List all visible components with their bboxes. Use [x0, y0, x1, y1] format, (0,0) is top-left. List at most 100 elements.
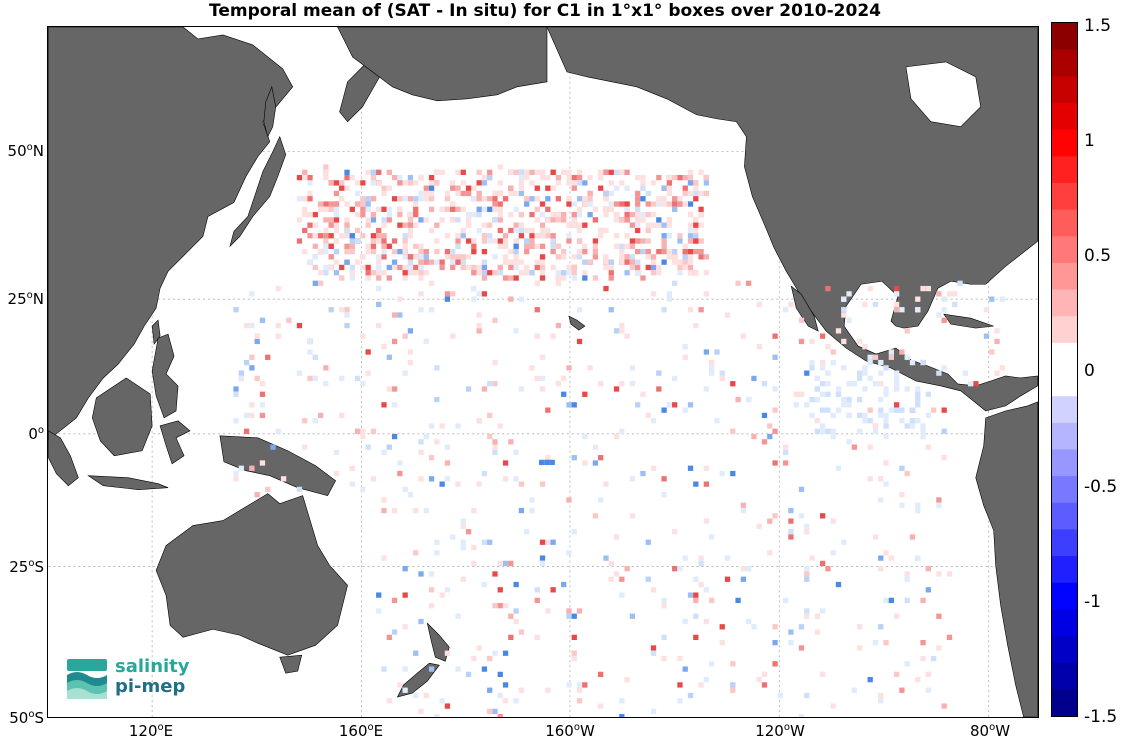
data-cell	[582, 391, 588, 397]
data-cell	[746, 280, 752, 286]
data-cell	[349, 174, 355, 181]
data-cell	[376, 275, 382, 281]
data-cell	[545, 455, 551, 461]
data-cell	[418, 439, 424, 445]
data-cell	[571, 650, 577, 656]
data-cell	[492, 190, 498, 197]
data-cell	[872, 534, 879, 540]
data-cell	[682, 201, 688, 207]
land-sulawesi	[159, 420, 191, 465]
data-cell	[296, 174, 303, 181]
data-cell	[645, 254, 651, 260]
data-cell	[888, 597, 894, 604]
data-cell	[677, 655, 683, 662]
data-cell	[703, 677, 710, 683]
data-cell	[666, 402, 673, 408]
data-cell	[391, 386, 398, 392]
data-cell	[682, 174, 688, 181]
data-cell	[518, 296, 525, 302]
data-cell	[878, 370, 884, 376]
data-cell	[629, 222, 636, 228]
data-cell	[391, 238, 398, 244]
data-cell	[365, 370, 371, 376]
data-cell	[439, 259, 445, 265]
data-cell	[476, 169, 482, 175]
data-cell	[830, 518, 836, 524]
data-cell	[851, 444, 857, 450]
data-cell	[555, 275, 562, 281]
data-cell	[497, 714, 503, 717]
data-cell	[582, 682, 588, 688]
data-cell	[672, 529, 678, 535]
data-cell	[354, 428, 361, 434]
data-cell	[423, 190, 429, 197]
data-cell	[724, 555, 731, 561]
data-cell	[635, 206, 641, 212]
data-cell	[798, 391, 805, 397]
data-cell	[576, 222, 583, 228]
data-cell	[370, 196, 377, 202]
data-cell	[598, 174, 604, 181]
data-cell	[767, 433, 773, 440]
data-cell	[487, 708, 493, 715]
colorbar-bin	[1052, 289, 1077, 317]
data-cell	[497, 560, 503, 567]
data-cell	[619, 698, 625, 704]
data-cell	[661, 476, 667, 482]
data-cell	[672, 566, 678, 572]
data-cell	[323, 201, 329, 207]
data-cell	[650, 465, 657, 471]
data-cell	[487, 412, 493, 419]
data-cell	[640, 174, 646, 181]
data-cell	[650, 264, 657, 271]
data-cell	[703, 618, 710, 625]
data-cell	[783, 597, 789, 604]
data-cell	[666, 248, 673, 255]
data-cell	[481, 581, 488, 588]
data-cell	[730, 381, 736, 387]
data-cell	[513, 169, 519, 175]
data-cell	[407, 359, 414, 366]
colorbar-tick-label: 0	[1084, 361, 1095, 381]
data-cell	[302, 206, 308, 212]
data-cell	[428, 190, 435, 197]
data-cell	[360, 486, 366, 493]
data-cell	[566, 497, 572, 503]
data-cell	[302, 227, 308, 234]
data-cell	[397, 222, 403, 228]
data-cell	[703, 180, 710, 186]
data-cell	[878, 624, 884, 630]
data-cell	[883, 391, 889, 397]
data-cell	[613, 386, 620, 392]
data-cell	[925, 671, 931, 678]
data-cell	[423, 259, 429, 265]
data-cell	[856, 396, 863, 403]
data-cell	[645, 227, 651, 234]
data-cell	[513, 264, 519, 271]
data-cell	[561, 211, 567, 218]
data-cell	[492, 317, 498, 323]
data-cell	[460, 518, 466, 524]
lon-label-160w: 160oW	[545, 722, 595, 740]
data-cell	[302, 169, 308, 175]
data-cell	[428, 455, 435, 461]
data-cell	[687, 592, 694, 598]
data-cell	[259, 412, 266, 419]
data-cell	[693, 592, 699, 598]
data-cell	[703, 349, 710, 355]
data-cell	[761, 671, 768, 678]
data-cell	[360, 428, 366, 434]
data-cell	[682, 354, 688, 360]
data-cell	[661, 233, 667, 239]
data-cell	[439, 264, 445, 271]
data-cell	[249, 354, 255, 360]
data-cell	[402, 566, 408, 572]
data-cell	[465, 238, 472, 244]
data-cell	[254, 492, 260, 498]
data-cell	[635, 227, 641, 234]
data-cell	[444, 291, 451, 297]
data-cell	[423, 248, 429, 255]
data-cell	[402, 238, 408, 244]
data-cell	[386, 211, 392, 218]
data-cell	[645, 201, 651, 207]
